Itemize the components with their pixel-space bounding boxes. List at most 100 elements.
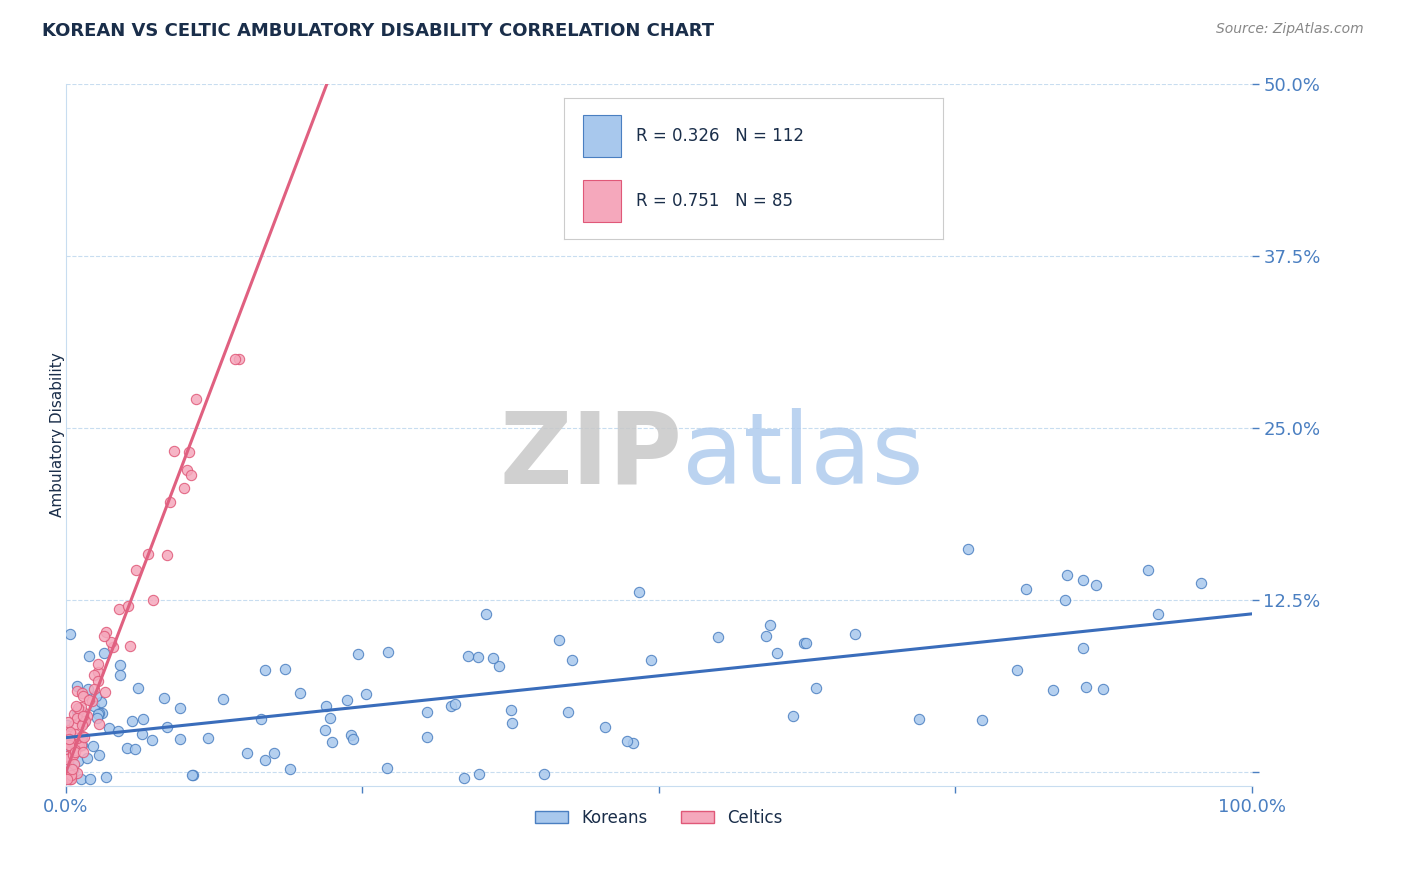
Point <box>212 692 235 706</box>
Point <box>1053 593 1076 607</box>
Point <box>66 731 89 746</box>
Point <box>77 693 100 707</box>
Point <box>58 751 80 765</box>
Point <box>100 635 122 649</box>
Point <box>63 745 86 759</box>
Point <box>228 352 250 367</box>
Point <box>263 746 285 760</box>
Point <box>91 706 114 721</box>
Point <box>755 629 778 643</box>
Point <box>340 728 363 742</box>
Text: ZIP: ZIP <box>499 408 682 505</box>
Point <box>63 727 86 741</box>
Point <box>72 718 94 732</box>
Text: Source: ZipAtlas.com: Source: ZipAtlas.com <box>1216 22 1364 37</box>
Point <box>79 772 101 786</box>
Point <box>93 646 115 660</box>
Point <box>319 711 342 725</box>
Point <box>1092 681 1115 696</box>
Point <box>58 772 80 786</box>
Point <box>153 690 176 705</box>
Point <box>70 738 93 752</box>
Legend: Koreans, Celtics: Koreans, Celtics <box>527 802 790 833</box>
Point <box>58 715 80 730</box>
Point <box>67 754 90 768</box>
Point <box>290 685 312 699</box>
Point <box>58 747 80 761</box>
Point <box>56 751 79 765</box>
Point <box>169 731 191 746</box>
Point <box>70 686 93 700</box>
Point <box>70 738 93 752</box>
Point <box>73 715 96 730</box>
Point <box>844 627 866 641</box>
Point <box>957 541 980 556</box>
Point <box>1056 568 1078 582</box>
Point <box>1074 681 1097 695</box>
Point <box>557 705 579 719</box>
Point <box>60 740 83 755</box>
Point <box>87 717 110 731</box>
Point <box>142 593 165 607</box>
Point <box>131 727 153 741</box>
Point <box>69 699 91 714</box>
Point <box>59 768 82 782</box>
Point <box>59 726 82 740</box>
Point <box>1005 663 1028 677</box>
Point <box>60 762 83 776</box>
Point <box>56 718 79 732</box>
Point <box>83 668 105 682</box>
Point <box>58 735 80 749</box>
Point <box>84 689 107 703</box>
Point <box>117 599 139 614</box>
Point <box>94 685 117 699</box>
Point <box>793 636 815 650</box>
Point <box>561 653 583 667</box>
Point <box>59 734 82 748</box>
Point <box>163 443 186 458</box>
Point <box>72 689 94 703</box>
Point <box>806 681 828 695</box>
Point <box>707 631 730 645</box>
Point <box>58 738 80 752</box>
Point <box>1015 582 1038 596</box>
Point <box>141 733 163 747</box>
Point <box>62 747 84 761</box>
Point <box>416 705 439 719</box>
Point <box>93 629 115 643</box>
Point <box>73 730 96 744</box>
Point <box>280 762 302 776</box>
Point <box>82 739 104 753</box>
Point <box>87 673 110 688</box>
Point <box>72 715 94 730</box>
Point <box>181 767 204 781</box>
Point <box>468 767 491 781</box>
Point <box>76 709 98 723</box>
Point <box>62 731 84 746</box>
Point <box>1137 564 1160 578</box>
Point <box>908 712 931 726</box>
Point <box>59 739 82 753</box>
Point <box>70 772 93 786</box>
Point <box>132 712 155 726</box>
Point <box>67 739 90 753</box>
Point <box>121 714 143 728</box>
Point <box>103 640 125 654</box>
Point <box>108 602 131 616</box>
Point <box>83 682 105 697</box>
Point <box>640 653 662 667</box>
Point <box>1071 573 1094 587</box>
Point <box>173 481 195 495</box>
Point <box>759 618 782 632</box>
Point <box>347 647 370 661</box>
Point <box>1147 607 1170 622</box>
Point <box>159 495 181 509</box>
Point <box>82 694 104 708</box>
Point <box>72 709 94 723</box>
Point <box>621 736 644 750</box>
Point <box>67 701 90 715</box>
Point <box>98 721 121 735</box>
Point <box>72 745 94 759</box>
Point <box>56 735 79 749</box>
Point <box>72 705 94 719</box>
